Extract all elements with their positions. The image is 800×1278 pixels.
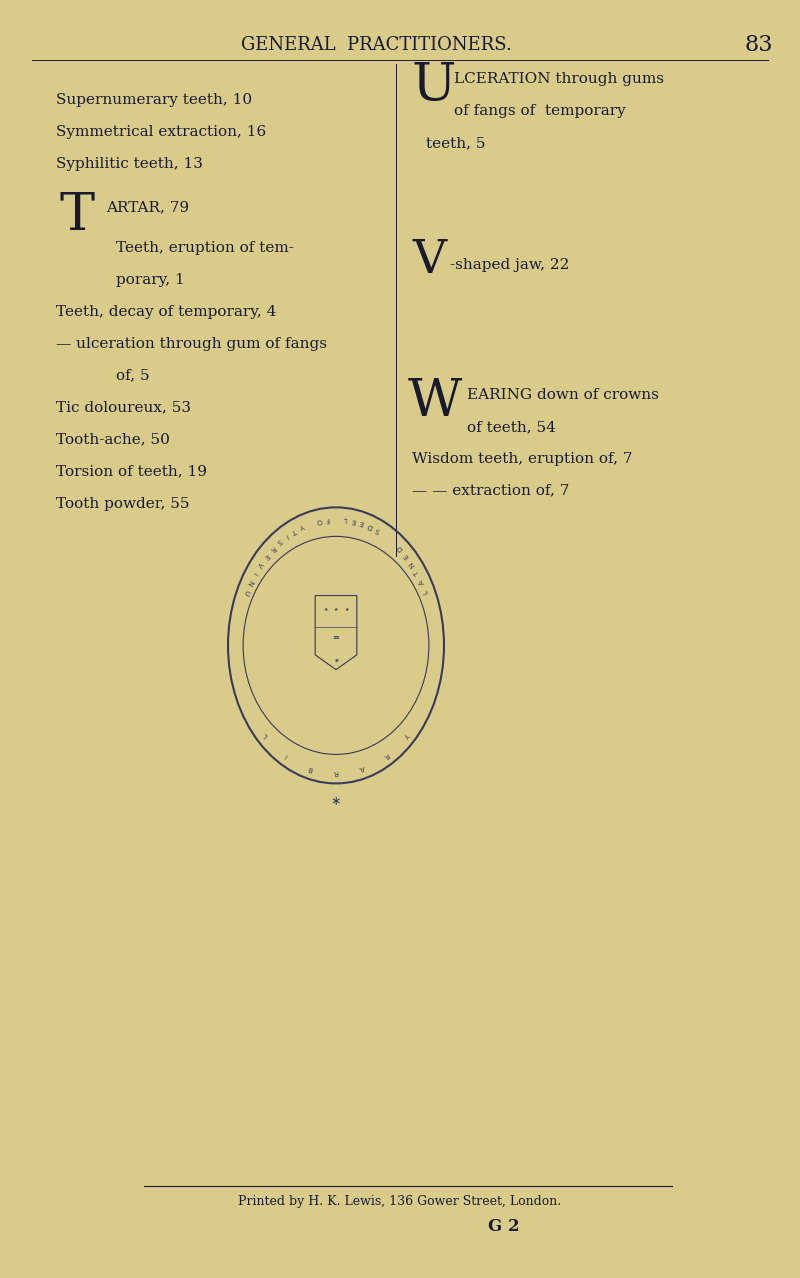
Text: GENERAL  PRACTITIONERS.: GENERAL PRACTITIONERS. [241, 36, 511, 54]
Text: E: E [402, 552, 410, 560]
Text: N: N [408, 560, 416, 567]
Text: O: O [315, 516, 322, 524]
Text: Y: Y [402, 731, 410, 739]
Text: ≡: ≡ [333, 633, 339, 643]
Text: Tooth powder, 55: Tooth powder, 55 [56, 497, 190, 510]
Text: Wisdom teeth, eruption of, 7: Wisdom teeth, eruption of, 7 [412, 452, 633, 465]
Text: U: U [412, 60, 457, 111]
Text: of teeth, 54: of teeth, 54 [467, 420, 556, 433]
Text: V: V [256, 560, 264, 567]
Text: Symmetrical extraction, 16: Symmetrical extraction, 16 [56, 125, 266, 138]
Text: ★: ★ [334, 607, 338, 612]
Text: W: W [408, 376, 462, 427]
Text: V: V [412, 238, 446, 284]
Text: T: T [290, 527, 298, 534]
Text: ★: ★ [323, 607, 328, 612]
Text: I: I [251, 570, 258, 575]
Text: EARING down of crowns: EARING down of crowns [467, 389, 659, 401]
Text: Y: Y [299, 523, 305, 529]
Text: Tooth-ache, 50: Tooth-ache, 50 [56, 433, 170, 446]
Text: porary, 1: porary, 1 [116, 273, 185, 286]
Text: of fangs of  temporary: of fangs of temporary [454, 105, 626, 118]
Text: ✶: ✶ [333, 658, 339, 663]
Text: E: E [350, 518, 356, 524]
Text: E: E [262, 552, 270, 560]
Text: L: L [342, 516, 347, 521]
Text: T: T [60, 190, 95, 242]
Text: A: A [358, 764, 365, 772]
Text: L: L [262, 731, 270, 739]
Text: R: R [334, 769, 338, 776]
Text: R: R [268, 544, 276, 552]
Text: — — extraction of, 7: — — extraction of, 7 [412, 484, 570, 497]
Text: D: D [366, 523, 374, 530]
Text: Teeth, eruption of tem-: Teeth, eruption of tem- [116, 242, 294, 254]
Text: R: R [382, 751, 390, 759]
Text: 83: 83 [744, 33, 773, 56]
Text: E: E [358, 519, 365, 527]
Text: D: D [396, 544, 404, 552]
Text: I: I [284, 533, 289, 538]
Text: S: S [374, 527, 382, 534]
Text: T: T [414, 569, 421, 576]
Text: L: L [422, 589, 430, 594]
Text: U: U [242, 588, 250, 596]
Text: — ulceration through gum of fangs: — ulceration through gum of fangs [56, 337, 327, 350]
Text: ★: ★ [344, 607, 349, 612]
Text: I: I [284, 753, 289, 758]
Text: Tic doloureux, 53: Tic doloureux, 53 [56, 401, 191, 414]
Text: Syphilitic teeth, 13: Syphilitic teeth, 13 [56, 157, 203, 170]
Text: N: N [246, 578, 254, 585]
Text: of, 5: of, 5 [116, 369, 150, 382]
Text: ARTAR, 79: ARTAR, 79 [106, 201, 189, 213]
Text: LCERATION through gums: LCERATION through gums [454, 73, 664, 86]
Text: S: S [275, 538, 282, 546]
Text: Teeth, decay of temporary, 4: Teeth, decay of temporary, 4 [56, 305, 276, 318]
Text: G 2: G 2 [488, 1218, 520, 1236]
Text: A: A [418, 578, 426, 585]
Text: teeth, 5: teeth, 5 [426, 137, 485, 150]
Text: Printed by H. K. Lewis, 136 Gower Street, London.: Printed by H. K. Lewis, 136 Gower Street… [238, 1195, 562, 1208]
Text: -shaped jaw, 22: -shaped jaw, 22 [450, 258, 569, 271]
Text: Supernumerary teeth, 10: Supernumerary teeth, 10 [56, 93, 252, 106]
Text: F: F [325, 516, 330, 521]
Text: B: B [307, 764, 314, 772]
Text: ∗: ∗ [330, 795, 342, 808]
Text: Torsion of teeth, 19: Torsion of teeth, 19 [56, 465, 207, 478]
